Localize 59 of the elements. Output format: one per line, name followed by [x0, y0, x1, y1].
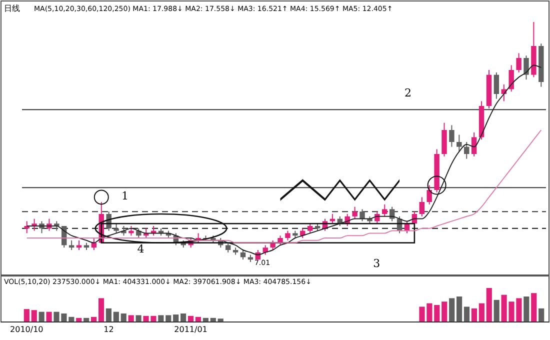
candlestick — [285, 230, 290, 241]
bar — [531, 293, 537, 322]
candlestick — [225, 242, 231, 253]
bar — [38, 312, 44, 322]
bar — [494, 300, 500, 322]
bar — [113, 312, 119, 322]
candlestick — [307, 223, 313, 234]
bar — [106, 308, 112, 322]
bar — [471, 308, 478, 322]
x-tick-label: 12 — [104, 325, 114, 334]
candlestick — [389, 206, 395, 222]
candlestick — [114, 223, 119, 234]
bar — [180, 314, 186, 322]
candlestick — [240, 250, 246, 260]
candlestick — [382, 204, 388, 217]
candlestick — [508, 64, 514, 92]
bar — [166, 315, 172, 322]
bar — [173, 314, 179, 322]
candlestick — [24, 220, 30, 234]
annotation: 3 — [373, 256, 380, 270]
candlestick — [54, 220, 60, 232]
candlestick — [524, 55, 529, 80]
candlestick — [419, 196, 425, 217]
bar — [442, 302, 448, 322]
bar — [98, 298, 104, 322]
x-tick-label: 2010/10 — [10, 325, 44, 334]
bar — [524, 296, 530, 322]
candlestick — [360, 208, 365, 222]
candlestick — [426, 184, 432, 205]
bar — [46, 312, 52, 322]
candlestick — [471, 132, 477, 157]
bar — [24, 309, 30, 322]
candlestick — [494, 72, 500, 100]
bar — [449, 298, 455, 322]
bar — [120, 314, 126, 322]
candlestick — [516, 52, 522, 73]
bar — [128, 315, 134, 322]
candlestick — [456, 134, 462, 152]
bar — [31, 310, 37, 322]
annotation: 4 — [137, 242, 144, 256]
annotation: 1 — [122, 190, 129, 203]
bar — [478, 303, 484, 322]
annotation: 2 — [404, 86, 412, 100]
x-tick-label: 2011/01 — [174, 325, 208, 334]
candlestick — [68, 240, 74, 250]
candlestick — [464, 142, 470, 160]
bar — [434, 305, 440, 322]
chart-title: 日线 — [4, 4, 20, 13]
candlestick — [352, 206, 358, 220]
bar — [456, 296, 462, 322]
bar — [136, 315, 142, 322]
bar — [538, 308, 544, 322]
candlestick — [76, 240, 82, 250]
bar — [464, 306, 470, 322]
bar — [158, 315, 164, 322]
bar — [486, 288, 492, 322]
candlestick — [442, 122, 447, 157]
candlestick — [136, 228, 142, 238]
candlestick — [449, 124, 454, 148]
